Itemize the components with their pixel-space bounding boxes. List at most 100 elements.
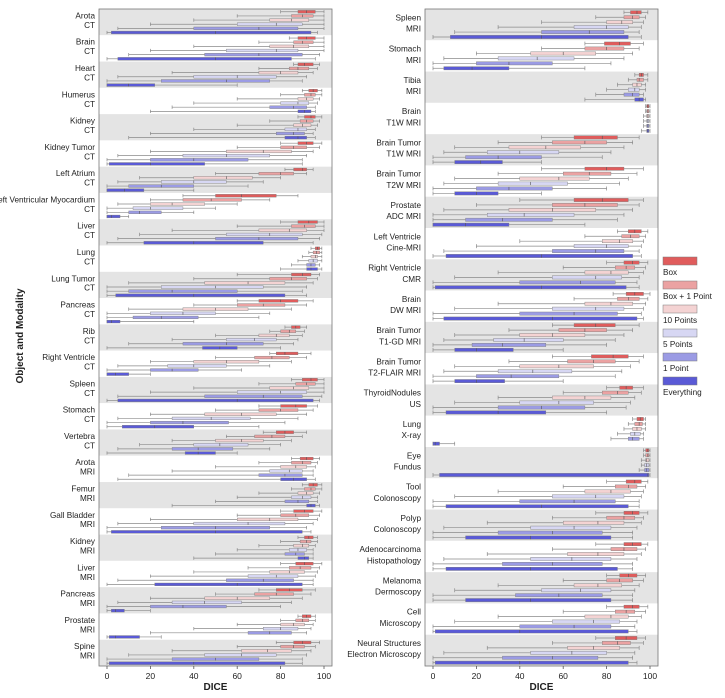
box-1 <box>258 172 294 176</box>
category-label: Liver <box>77 563 95 572</box>
category-label: Tibia <box>404 76 422 85</box>
box-5 <box>450 35 629 39</box>
box-4 <box>182 342 264 346</box>
box-0 <box>258 299 299 303</box>
legend-label-0: Box <box>663 268 677 277</box>
legend-swatch-3 <box>662 328 698 338</box>
modality-label: DW MRI <box>390 306 421 315</box>
box-1 <box>269 277 307 281</box>
modality-label: Cine-MRI <box>386 244 421 253</box>
box-5 <box>445 504 629 509</box>
box-0 <box>293 509 314 513</box>
box-1 <box>552 140 607 145</box>
box-4 <box>476 186 553 191</box>
box-2 <box>150 202 205 206</box>
box-4 <box>215 237 299 241</box>
legend-label-3: 5 Points <box>663 340 693 349</box>
box-5 <box>284 136 307 140</box>
box-3 <box>519 400 594 405</box>
row-band <box>425 415 658 447</box>
row-band <box>425 102 658 135</box>
category-label: Cell <box>407 608 421 617</box>
category-label: Adenocarcinoma <box>360 545 422 554</box>
category-label: Rib <box>83 327 96 336</box>
category-label: Neural Structures <box>357 639 421 648</box>
box-0 <box>302 378 318 382</box>
box-5 <box>106 83 155 87</box>
modality-label: CT <box>84 441 95 450</box>
box-1 <box>558 328 607 332</box>
category-label: Left Ventricular Myocardium <box>0 195 95 204</box>
box-2 <box>241 649 292 653</box>
modality-label: US <box>410 400 422 409</box>
box-5 <box>154 582 303 586</box>
box-3 <box>226 48 299 53</box>
row-band <box>425 447 658 479</box>
box-5 <box>117 398 314 403</box>
modality-label: Electron Microscopy <box>347 650 422 659</box>
row-band <box>99 87 332 115</box>
legend-swatch-1 <box>662 280 698 290</box>
box-1 <box>254 434 286 438</box>
box-3 <box>530 525 612 530</box>
row-band <box>99 192 332 220</box>
row-band <box>99 35 332 62</box>
box-1 <box>634 422 643 426</box>
modality-label: T1W MRI <box>386 118 421 127</box>
modality-label: CT <box>84 389 95 398</box>
box-5 <box>106 372 129 376</box>
legend-label-5: Everything <box>663 388 702 397</box>
modality-label: MRI <box>80 652 95 661</box>
category-label: Pancreas <box>60 301 95 310</box>
box-1 <box>182 198 242 202</box>
modality-label: CT <box>84 100 95 109</box>
box-4 <box>150 368 199 372</box>
row-band <box>99 219 332 246</box>
box-4 <box>150 604 227 609</box>
box-0 <box>297 62 314 66</box>
category-label: Lung <box>403 420 422 429</box>
modality-label: CT <box>84 152 95 161</box>
row-band <box>99 639 332 666</box>
row-band <box>99 324 332 351</box>
box-2 <box>567 552 625 556</box>
box-5 <box>445 254 633 258</box>
category-label: Spleen <box>70 379 96 388</box>
box-5 <box>445 410 547 415</box>
row-band <box>99 245 332 272</box>
category-label: Prostate <box>65 616 96 625</box>
box-4 <box>519 499 616 504</box>
box-4 <box>128 289 238 293</box>
row-band <box>99 587 332 614</box>
x-tick-label: 60 <box>558 671 568 681</box>
box-3 <box>132 206 184 210</box>
row-band <box>99 455 332 483</box>
legend-swatch-5 <box>662 376 698 386</box>
box-1 <box>636 77 644 82</box>
modality-label: CT <box>84 73 95 82</box>
modality-label: Histopathology <box>367 556 422 565</box>
x-tick-label: 100 <box>643 671 657 681</box>
box-5 <box>106 214 121 219</box>
box-2 <box>297 491 314 495</box>
modality-label: ADC MRI <box>386 212 421 221</box>
modality-label: CT <box>84 415 95 424</box>
box-5 <box>108 661 286 665</box>
box-3 <box>493 338 564 342</box>
box-5 <box>115 293 286 297</box>
box-1 <box>291 461 312 465</box>
category-label: Femur <box>71 485 95 494</box>
box-2 <box>645 458 650 463</box>
box-1 <box>567 359 616 364</box>
box-4 <box>204 53 303 57</box>
box-2 <box>226 149 292 154</box>
box-5 <box>111 530 303 534</box>
box-2 <box>293 544 310 548</box>
box-2 <box>258 333 290 338</box>
box-3 <box>497 181 568 186</box>
legend-swatch-4 <box>662 352 698 362</box>
box-2 <box>606 20 633 25</box>
category-label: Humerus <box>62 90 95 99</box>
